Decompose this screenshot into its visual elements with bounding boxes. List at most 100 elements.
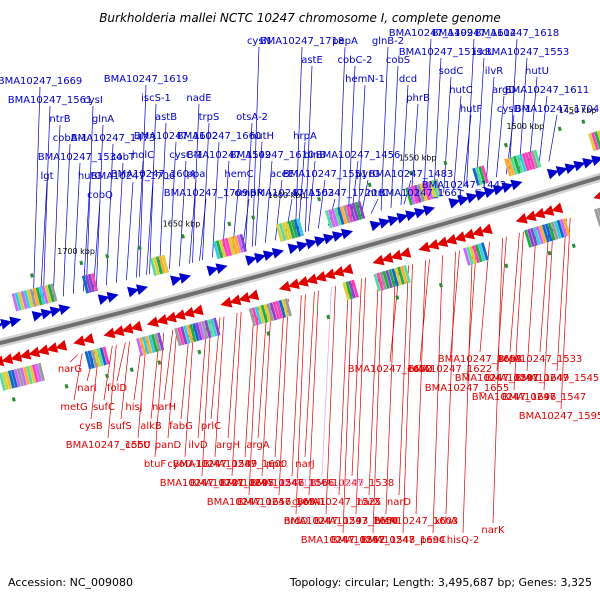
leader-line	[308, 290, 319, 496]
cog-stripe	[397, 266, 405, 285]
rna-marker	[251, 215, 256, 220]
leader-line	[466, 38, 475, 186]
gene-arrow	[332, 231, 345, 242]
cog-stripe	[345, 204, 354, 223]
cog-stripe	[218, 239, 227, 258]
cog-stripe	[198, 321, 206, 340]
cog-stripe	[227, 237, 236, 256]
rna-marker	[547, 250, 552, 256]
cog-stripe	[333, 207, 342, 226]
gene-arrow	[178, 273, 192, 284]
cog-stripe	[152, 257, 161, 276]
forward-gene-label: BMA10247_1604	[111, 169, 196, 180]
leader-line	[317, 179, 326, 229]
cog-stripe	[23, 290, 31, 309]
gene-arrow	[483, 187, 496, 199]
forward-gene-label: BMA10247_1563	[250, 188, 335, 199]
gene-arrow	[555, 166, 568, 177]
cog-stripe	[527, 228, 535, 247]
cog-stripe	[269, 302, 278, 321]
cog-stripe	[403, 264, 411, 284]
cog-stripe	[180, 326, 188, 345]
leader-line	[518, 57, 528, 171]
reverse-gene-label: prlC	[201, 421, 221, 432]
rna-marker	[326, 314, 331, 320]
forward-gene-label: pepA	[332, 36, 358, 47]
leader-line	[513, 231, 524, 391]
leader-line	[342, 281, 353, 534]
rna-marker	[557, 126, 562, 132]
cog-stripe	[25, 365, 33, 385]
reverse-gene-label: BMA10247_1603	[374, 516, 459, 527]
gene-arrow	[58, 304, 71, 315]
forward-gene-label: cysI	[83, 95, 103, 106]
forward-gene-label: BMA10247_1553	[485, 47, 570, 58]
rna-marker	[438, 282, 443, 288]
forward-gene-label: BMA10247_1611	[505, 85, 590, 96]
cog-stripe	[275, 223, 284, 242]
leader-line	[509, 232, 520, 353]
forward-gene-label: BMA10247_1499	[389, 28, 474, 39]
cog-stripe	[591, 132, 599, 151]
cog-stripe	[428, 180, 437, 199]
reverse-gene-label: BMA10247_1695	[190, 478, 275, 489]
cog-stripe	[331, 208, 339, 227]
forward-gene-label: cobC-2	[338, 55, 373, 66]
gene-arrow	[135, 284, 149, 296]
gene-arrow	[573, 160, 586, 172]
gene-arrow	[19, 348, 32, 360]
cog-stripe	[524, 229, 532, 248]
cog-stripe	[22, 366, 30, 385]
gene-arrow	[0, 355, 5, 367]
rna-marker	[105, 253, 110, 259]
gene-arrow	[121, 322, 134, 334]
gene-arrow	[466, 192, 479, 204]
cog-stripe	[408, 186, 416, 205]
cog-stripe	[139, 337, 147, 356]
cog-stripe	[29, 288, 37, 307]
cog-stripe	[391, 268, 399, 287]
cog-stripe	[257, 305, 266, 324]
leader-line	[543, 222, 554, 391]
gene-arrow	[323, 268, 336, 280]
gene-arrow	[262, 250, 276, 262]
cog-stripe	[7, 370, 15, 389]
forward-gene-label: BMA10247_1610	[230, 150, 315, 161]
gene-arrow	[287, 243, 300, 255]
gene-arrow	[414, 207, 427, 219]
forward-gene-label: hemC	[224, 169, 253, 180]
cog-stripe	[466, 246, 474, 265]
forward-gene-label: dcd	[399, 74, 417, 85]
leader-line	[338, 282, 349, 496]
forward-gene-label: holC	[132, 150, 154, 161]
gene-arrow	[229, 294, 242, 306]
cog-stripe	[293, 218, 302, 238]
leader-line	[248, 307, 259, 496]
map-title: Burkholderia mallei NCTC 10247 chromosom…	[99, 11, 501, 25]
cog-stripe	[84, 351, 92, 370]
leader-line	[214, 316, 225, 458]
cog-stripe	[535, 226, 544, 245]
cog-stripe	[233, 235, 242, 254]
cog-stripe	[177, 327, 185, 346]
cog-stripe	[281, 299, 290, 318]
leader-line	[548, 114, 558, 162]
reverse-gene-label: BMA10247_1547	[502, 392, 587, 403]
reverse-gene-label: BMA10247_1672	[348, 364, 433, 375]
cog-stripe	[597, 207, 600, 226]
gene-arrow	[37, 344, 50, 356]
cog-stripe	[478, 166, 486, 185]
rna-marker	[581, 119, 586, 125]
forward-gene-label: ntrB	[49, 114, 70, 125]
forward-gene-label: iscU	[474, 47, 495, 58]
forward-gene-label: astE	[301, 55, 323, 66]
forward-gene-label: BMA10247_1661	[379, 188, 464, 199]
cog-stripe	[31, 364, 39, 383]
reverse-gene-label: btuF	[144, 459, 167, 470]
reverse-gene-label: cobD	[407, 364, 433, 375]
cog-stripe	[192, 323, 200, 342]
gene-arrow	[0, 318, 13, 330]
gene-arrow	[296, 241, 309, 252]
reverse-gene-label: hisJ	[125, 402, 142, 413]
leader-line	[453, 95, 462, 190]
